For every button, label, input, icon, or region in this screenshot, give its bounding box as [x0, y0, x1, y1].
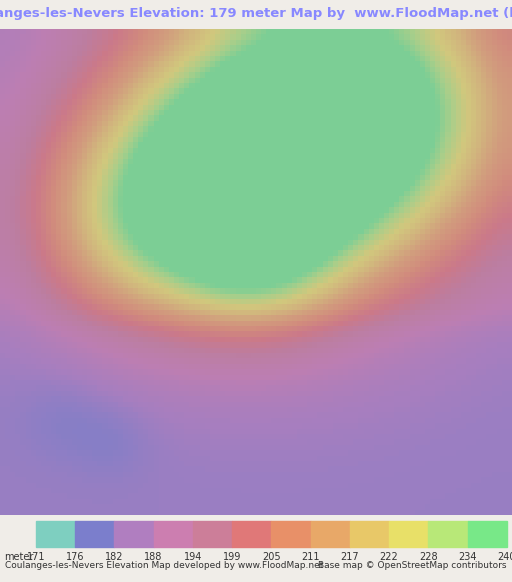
Bar [114, 521, 154, 547]
Text: 211: 211 [302, 552, 320, 562]
Bar [154, 521, 193, 547]
Bar [193, 521, 232, 547]
Text: 217: 217 [340, 552, 359, 562]
Text: 228: 228 [419, 552, 438, 562]
Bar [75, 521, 114, 547]
Bar [429, 521, 467, 547]
Text: 234: 234 [458, 552, 477, 562]
Text: 182: 182 [105, 552, 123, 562]
Text: Coulanges-les-Nevers Elevation Map developed by www.FloodMap.net: Coulanges-les-Nevers Elevation Map devel… [5, 562, 324, 570]
Bar [389, 521, 429, 547]
Text: 222: 222 [380, 552, 398, 562]
Bar [350, 521, 389, 547]
Text: 194: 194 [184, 552, 202, 562]
Text: 199: 199 [223, 552, 241, 562]
Text: meter: meter [4, 552, 33, 562]
Bar [467, 521, 507, 547]
Bar [232, 521, 271, 547]
Text: Coulanges-les-Nevers Elevation: 179 meter Map by  www.FloodMap.net (beta): Coulanges-les-Nevers Elevation: 179 mete… [0, 6, 512, 20]
Bar [36, 521, 75, 547]
Bar [271, 521, 311, 547]
Text: 205: 205 [262, 552, 281, 562]
Bar [311, 521, 350, 547]
Text: 176: 176 [66, 552, 84, 562]
Text: 171: 171 [27, 552, 45, 562]
Text: Base map © OpenStreetMap contributors: Base map © OpenStreetMap contributors [318, 562, 507, 570]
Text: 188: 188 [144, 552, 163, 562]
Text: 240: 240 [498, 552, 512, 562]
